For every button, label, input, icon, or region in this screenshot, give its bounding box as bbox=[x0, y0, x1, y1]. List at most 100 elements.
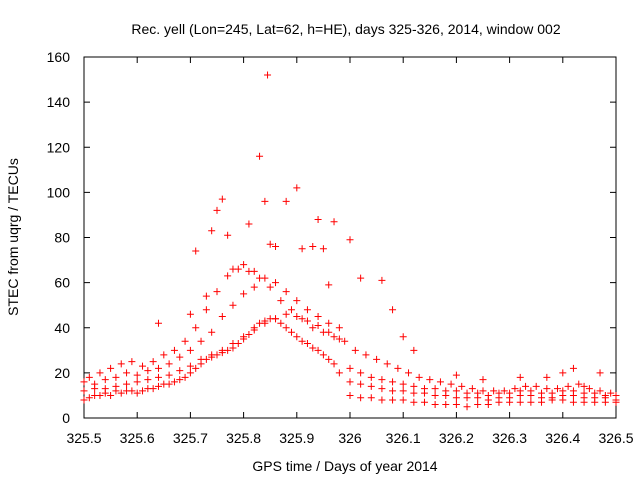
data-point bbox=[218, 346, 226, 354]
y-tick-label: 140 bbox=[47, 94, 71, 110]
data-point bbox=[240, 261, 248, 269]
data-point bbox=[229, 340, 237, 348]
data-point bbox=[553, 385, 561, 393]
data-point bbox=[538, 389, 546, 397]
data-point bbox=[442, 387, 450, 395]
data-point bbox=[133, 371, 141, 379]
data-point bbox=[527, 398, 535, 406]
data-point bbox=[357, 369, 365, 377]
data-point bbox=[357, 394, 365, 402]
data-point bbox=[139, 387, 147, 395]
data-point bbox=[335, 324, 343, 332]
data-point bbox=[112, 382, 120, 390]
data-point bbox=[522, 382, 530, 390]
data-point bbox=[128, 358, 136, 366]
data-point bbox=[176, 367, 184, 375]
data-point bbox=[516, 398, 524, 406]
data-point bbox=[91, 380, 99, 388]
data-point bbox=[213, 206, 221, 214]
data-point bbox=[287, 306, 295, 314]
data-point bbox=[85, 373, 93, 381]
data-point bbox=[367, 394, 375, 402]
data-point bbox=[272, 315, 280, 323]
x-tick-label: 326 bbox=[338, 430, 362, 446]
data-point bbox=[240, 290, 248, 298]
data-point bbox=[420, 385, 428, 393]
data-point bbox=[410, 389, 418, 397]
data-point bbox=[208, 328, 216, 336]
data-point bbox=[181, 373, 189, 381]
data-point bbox=[282, 197, 290, 205]
data-point bbox=[112, 373, 120, 381]
data-point bbox=[107, 364, 115, 372]
x-tick-label: 325.9 bbox=[279, 430, 314, 446]
data-point bbox=[474, 400, 482, 408]
data-point bbox=[330, 360, 338, 368]
data-point bbox=[314, 321, 322, 329]
data-point bbox=[378, 276, 386, 284]
data-point bbox=[314, 312, 322, 320]
data-point bbox=[101, 385, 109, 393]
data-point bbox=[85, 394, 93, 402]
data-point bbox=[101, 376, 109, 384]
data-point bbox=[569, 364, 577, 372]
data-point bbox=[165, 360, 173, 368]
data-point bbox=[399, 380, 407, 388]
data-point bbox=[596, 369, 604, 377]
data-point bbox=[367, 373, 375, 381]
data-point bbox=[383, 360, 391, 368]
data-point bbox=[330, 218, 338, 226]
data-point bbox=[186, 362, 194, 370]
data-point bbox=[282, 288, 290, 296]
data-point bbox=[596, 387, 604, 395]
data-point bbox=[80, 396, 88, 404]
data-point bbox=[399, 387, 407, 395]
data-point bbox=[128, 387, 136, 395]
y-tick-label: 120 bbox=[47, 139, 71, 155]
data-point bbox=[410, 382, 418, 390]
data-point bbox=[240, 333, 248, 341]
data-point bbox=[447, 380, 455, 388]
data-point bbox=[319, 328, 327, 336]
data-point bbox=[431, 385, 439, 393]
data-point bbox=[442, 400, 450, 408]
data-point bbox=[612, 391, 620, 399]
data-point bbox=[208, 227, 216, 235]
data-point bbox=[516, 373, 524, 381]
data-point bbox=[319, 245, 327, 253]
data-point bbox=[500, 387, 508, 395]
data-point bbox=[186, 346, 194, 354]
data-point bbox=[293, 312, 301, 320]
data-point bbox=[287, 328, 295, 336]
x-tick-label: 326.5 bbox=[598, 430, 633, 446]
y-tick-label: 80 bbox=[54, 230, 70, 246]
y-tick-label: 160 bbox=[47, 49, 71, 65]
data-point bbox=[341, 337, 349, 345]
data-point bbox=[165, 380, 173, 388]
data-point bbox=[458, 382, 466, 390]
data-point bbox=[261, 197, 269, 205]
data-point bbox=[335, 335, 343, 343]
x-tick-label: 326.2 bbox=[439, 430, 474, 446]
x-tick-label: 325.5 bbox=[66, 430, 101, 446]
data-point bbox=[245, 220, 253, 228]
data-point bbox=[272, 279, 280, 287]
data-point bbox=[176, 353, 184, 361]
data-point bbox=[543, 385, 551, 393]
data-point bbox=[548, 389, 556, 397]
data-point bbox=[330, 333, 338, 341]
data-point bbox=[357, 380, 365, 388]
data-point bbox=[266, 240, 274, 248]
data-point bbox=[154, 319, 162, 327]
data-point bbox=[197, 337, 205, 345]
data-point bbox=[123, 380, 131, 388]
data-point bbox=[277, 297, 285, 305]
data-point bbox=[261, 319, 269, 327]
data-point bbox=[399, 396, 407, 404]
data-point bbox=[591, 389, 599, 397]
x-axis-label: GPS time / Days of year 2014 bbox=[252, 458, 437, 474]
data-point bbox=[325, 355, 333, 363]
data-point bbox=[202, 292, 210, 300]
x-tick-label: 326.1 bbox=[386, 430, 421, 446]
data-point bbox=[346, 364, 354, 372]
